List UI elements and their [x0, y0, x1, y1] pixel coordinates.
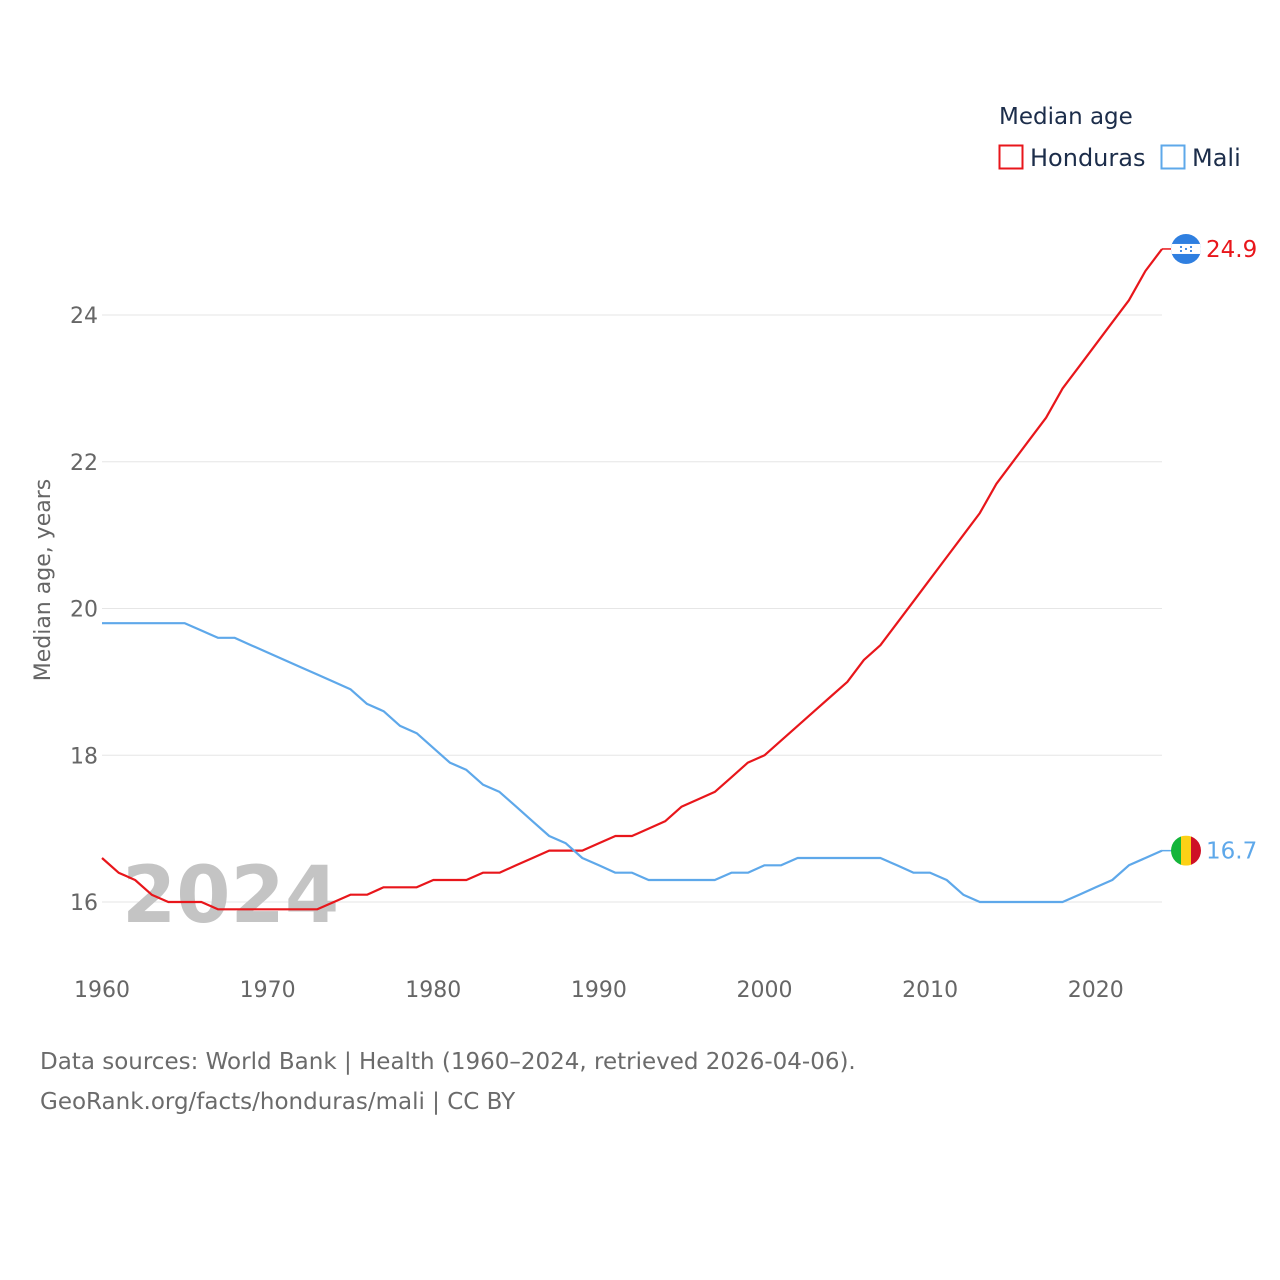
legend-swatch-honduras[interactable]: [998, 144, 1024, 170]
x-tick-label: 1990: [571, 978, 627, 1003]
legend-label-mali[interactable]: Mali: [1192, 144, 1241, 172]
x-tick-label: 1960: [74, 978, 130, 1003]
legend: Median age Honduras Mali: [998, 104, 1241, 172]
year-watermark: 2024: [122, 851, 339, 941]
y-tick-label: 16: [70, 891, 98, 916]
attribution-text: GeoRank.org/facts/honduras/mali | CC BY: [40, 1089, 516, 1115]
footer: Data sources: World Bank | Health (1960–…: [40, 1042, 856, 1122]
y-tick-label: 18: [70, 744, 98, 769]
series-line-mali[interactable]: [102, 622, 1163, 904]
y-tick-label: 22: [70, 451, 98, 476]
x-tick-label: 2000: [737, 978, 793, 1003]
y-tick-label: 24: [70, 304, 98, 329]
x-tick-label: 2010: [902, 978, 958, 1003]
x-tick-label: 2020: [1068, 978, 1124, 1003]
series-line-honduras[interactable]: [101, 248, 1163, 911]
series-lines: [101, 248, 1163, 911]
flag-honduras-icon: [1171, 233, 1201, 264]
gridlines: [102, 314, 1162, 903]
x-axis-ticks: 1960 1970 1980 1990 2000 2010 2020: [74, 978, 1124, 1003]
legend-label-honduras[interactable]: Honduras: [1030, 144, 1145, 172]
end-value-label-honduras: 24.9: [1206, 237, 1257, 263]
legend-swatch-mali[interactable]: [1160, 144, 1186, 170]
data-source-text: Data sources: World Bank | Health (1960–…: [40, 1049, 856, 1075]
x-tick-label: 1980: [405, 978, 461, 1003]
legend-title: Median age: [999, 104, 1133, 130]
end-value-label-mali: 16.7: [1206, 839, 1257, 865]
flag-mali-icon: [1171, 835, 1201, 866]
y-tick-label: 20: [70, 598, 98, 623]
y-axis-title: Median age, years: [31, 479, 56, 682]
y-axis-ticks: 16 18 20 22 24: [70, 304, 98, 916]
x-tick-label: 1970: [240, 978, 296, 1003]
series-end-markers: 24.9 16.7: [1162, 233, 1257, 866]
